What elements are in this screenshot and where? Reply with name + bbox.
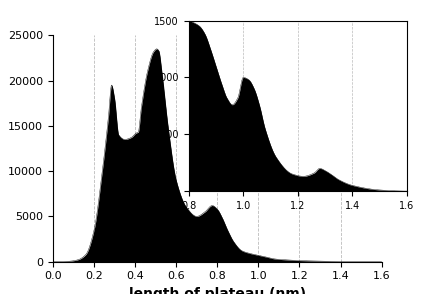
X-axis label: length of plateau (nm): length of plateau (nm) <box>129 287 306 294</box>
Y-axis label: counts: counts <box>0 128 3 169</box>
